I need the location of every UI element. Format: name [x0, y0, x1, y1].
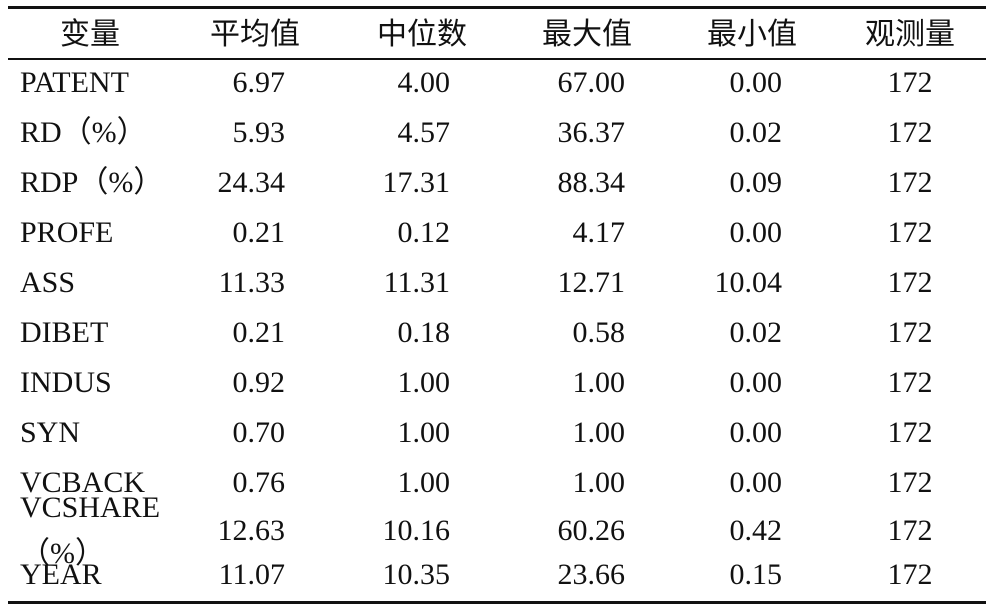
count-cell: 172	[887, 66, 933, 99]
row-label: VCSHARE（%）	[20, 491, 161, 570]
value-cell: 0.00	[729, 216, 783, 249]
value-cell: 5.93	[232, 116, 286, 149]
header-cell: 中位数	[377, 18, 467, 51]
value-cell: 10.35	[382, 558, 451, 591]
value-cell: 0.70	[232, 416, 286, 449]
row-label: VCBACK	[20, 466, 146, 499]
row-label: ASS	[20, 266, 76, 299]
value-cell: 1.00	[397, 366, 451, 399]
value-cell: 12.71	[557, 266, 626, 299]
count-cell: 172	[887, 416, 933, 449]
value-cell: 60.26	[557, 514, 626, 547]
value-cell: 0.21	[232, 316, 286, 349]
count-cell: 172	[887, 366, 933, 399]
value-cell: 88.34	[557, 166, 626, 199]
value-cell: 0.12	[397, 216, 451, 249]
count-cell: 172	[887, 466, 933, 499]
value-cell: 0.09	[729, 166, 783, 199]
row-label: RD（%）	[20, 116, 147, 149]
value-cell: 36.37	[557, 116, 626, 149]
value-cell: 23.66	[557, 558, 626, 591]
top-rule	[8, 6, 986, 9]
row-label: RDP（%）	[20, 166, 164, 199]
value-cell: 6.97	[232, 66, 286, 99]
value-cell: 0.42	[729, 514, 783, 547]
bottom-rule	[8, 601, 986, 604]
value-cell: 0.18	[397, 316, 451, 349]
value-cell: 0.58	[572, 316, 626, 349]
count-cell: 172	[887, 316, 933, 349]
value-cell: 0.00	[729, 366, 783, 399]
value-cell: 0.15	[729, 558, 783, 591]
header-cell: 变量	[60, 18, 120, 51]
value-cell: 24.34	[217, 166, 286, 199]
value-cell: 0.92	[232, 366, 286, 399]
row-label: SYN	[20, 416, 81, 449]
row-label: INDUS	[20, 366, 112, 399]
value-cell: 1.00	[572, 466, 626, 499]
count-cell: 172	[887, 166, 933, 199]
count-cell: 172	[887, 116, 933, 149]
value-cell: 12.63	[217, 514, 286, 547]
value-cell: 0.02	[729, 116, 783, 149]
row-label: PROFE	[20, 216, 114, 249]
value-cell: 67.00	[557, 66, 626, 99]
value-cell: 4.57	[397, 116, 451, 149]
row-label: PATENT	[20, 66, 129, 99]
row-label: DIBET	[20, 316, 109, 349]
value-cell: 0.02	[729, 316, 783, 349]
value-cell: 0.00	[729, 466, 783, 499]
header-cell: 最小值	[707, 18, 797, 51]
value-cell: 11.31	[383, 266, 450, 299]
value-cell: 10.16	[382, 514, 451, 547]
value-cell: 0.21	[232, 216, 286, 249]
value-cell: 0.00	[729, 66, 783, 99]
value-cell: 1.00	[572, 416, 626, 449]
value-cell: 1.00	[397, 466, 451, 499]
value-cell: 17.31	[382, 166, 451, 199]
header-cell: 观测量	[865, 18, 955, 51]
value-cell: 1.00	[397, 416, 451, 449]
value-cell: 11.33	[218, 266, 285, 299]
header-cell: 最大值	[542, 18, 632, 51]
header-cell: 平均值	[210, 18, 300, 51]
count-cell: 172	[887, 266, 933, 299]
count-cell: 172	[887, 558, 933, 591]
header-rule	[8, 58, 986, 60]
value-cell: 11.07	[218, 558, 285, 591]
count-cell: 172	[887, 514, 933, 547]
value-cell: 10.04	[714, 266, 783, 299]
row-label: YEAR	[20, 558, 102, 591]
value-cell: 0.76	[232, 466, 286, 499]
count-cell: 172	[887, 216, 933, 249]
value-cell: 4.17	[572, 216, 626, 249]
value-cell: 0.00	[729, 416, 783, 449]
value-cell: 4.00	[397, 66, 451, 99]
value-cell: 1.00	[572, 366, 626, 399]
